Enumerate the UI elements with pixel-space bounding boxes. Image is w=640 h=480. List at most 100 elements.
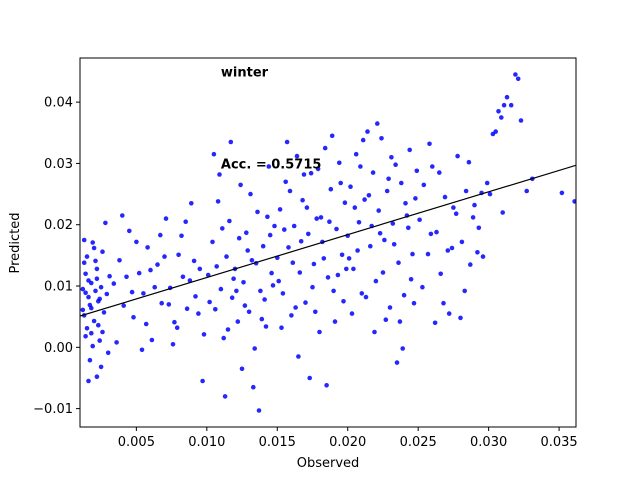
data-point [458, 315, 463, 321]
data-point [134, 239, 139, 245]
data-point [341, 299, 346, 304]
data-point [324, 383, 329, 388]
data-point [487, 191, 493, 197]
data-point [104, 291, 110, 297]
data-point [338, 180, 344, 186]
data-point [306, 231, 311, 237]
data-point [334, 226, 339, 232]
data-point [174, 325, 180, 331]
data-point [101, 310, 107, 315]
data-point [372, 329, 377, 335]
data-point [414, 168, 420, 174]
data-point [117, 258, 122, 263]
data-point [445, 248, 451, 253]
x-tick-label: 0.010 [188, 435, 225, 450]
data-point [524, 188, 529, 194]
y-tick-label: 0.01 [44, 280, 73, 295]
data-point [387, 305, 393, 310]
data-point [301, 172, 307, 177]
data-point [366, 193, 372, 198]
data-point [382, 237, 387, 243]
data-point [329, 133, 335, 139]
data-point [310, 284, 315, 290]
data-point [425, 251, 431, 257]
data-point [346, 256, 352, 261]
data-point [318, 215, 324, 220]
data-point [401, 292, 407, 298]
data-point [375, 121, 380, 126]
data-point [131, 315, 136, 320]
data-point [200, 378, 205, 384]
data-point [93, 288, 98, 294]
data-point [325, 275, 331, 280]
data-point [303, 300, 308, 305]
data-point [407, 147, 413, 153]
data-point [470, 215, 476, 220]
data-point [313, 309, 318, 315]
data-point [84, 326, 90, 331]
data-point [111, 281, 117, 286]
data-point [504, 94, 510, 100]
data-point [513, 72, 518, 77]
data-point [493, 129, 499, 134]
data-point [432, 320, 438, 326]
data-point [293, 305, 298, 310]
data-point [246, 309, 252, 315]
data-point [81, 260, 87, 266]
data-point [176, 252, 181, 258]
data-point [500, 210, 506, 215]
data-point [124, 274, 129, 280]
data-point [148, 267, 153, 273]
data-point [83, 290, 88, 296]
data-point [370, 170, 376, 175]
data-point [344, 266, 349, 272]
data-point [251, 384, 256, 390]
data-point [87, 302, 93, 308]
fit-line-layer [80, 164, 576, 317]
data-point [379, 136, 384, 141]
data-point [93, 258, 98, 264]
data-point [87, 357, 93, 363]
data-point [394, 360, 400, 365]
data-point [266, 164, 272, 169]
data-point [358, 164, 363, 169]
data-point [298, 239, 304, 244]
data-point [187, 278, 193, 283]
data-point [114, 340, 119, 345]
data-point [184, 306, 190, 312]
x-axis-label: Observed [297, 456, 360, 471]
data-point [129, 289, 135, 295]
data-point [191, 258, 197, 264]
data-point [80, 286, 86, 292]
data-point [242, 303, 248, 308]
data-point [421, 182, 427, 188]
data-point [283, 179, 289, 185]
data-point [159, 300, 164, 306]
data-point [97, 296, 102, 302]
data-point [446, 311, 452, 316]
data-point [86, 294, 91, 300]
data-point [245, 248, 250, 253]
data-point [81, 237, 87, 243]
data-point [515, 76, 521, 82]
data-point [267, 232, 273, 238]
data-point [327, 219, 332, 224]
y-tick-label: 0.03 [44, 157, 73, 172]
data-point [136, 270, 142, 276]
data-point [480, 254, 486, 259]
data-point [437, 170, 442, 175]
data-point [365, 129, 370, 134]
data-point [105, 350, 111, 356]
data-point [197, 266, 203, 272]
data-point [459, 239, 465, 245]
data-point [475, 250, 480, 255]
data-point [221, 335, 226, 341]
data-point [155, 262, 160, 267]
data-point [441, 300, 446, 306]
data-point [244, 230, 249, 235]
data-point [518, 118, 524, 123]
data-point [83, 271, 88, 277]
data-point [408, 277, 414, 282]
data-point [210, 239, 215, 245]
